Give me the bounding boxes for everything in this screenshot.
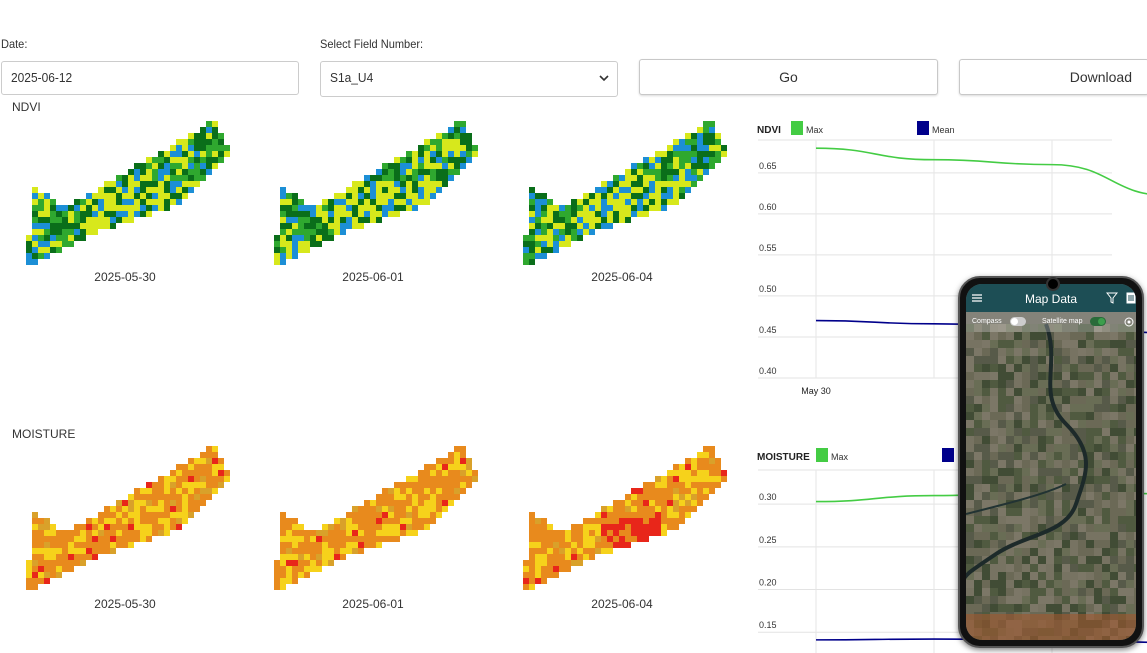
camera-notch: [1046, 277, 1060, 291]
moisture-map-1: [26, 446, 230, 590]
y-tick-label: 0.55: [759, 243, 777, 253]
satellite-map-label: Satellite map: [1042, 318, 1083, 325]
satellite-toggle[interactable]: [1090, 317, 1106, 326]
ndvi-section-label: NDVI: [12, 100, 41, 114]
legend-swatch: [917, 121, 929, 135]
menu-icon[interactable]: [972, 293, 982, 303]
go-button[interactable]: Go: [639, 59, 938, 95]
y-tick-label: 0.60: [759, 202, 777, 212]
chart-title: NDVI: [757, 125, 781, 136]
phone-screen: Map Data Compass Satellite map: [966, 284, 1136, 640]
chevron-down-icon: [599, 75, 609, 82]
moisture-map-date-3: 2025-06-04: [591, 597, 653, 611]
ndvi-map-date-1: 2025-05-30: [94, 270, 156, 284]
x-tick-label: May 30: [801, 386, 831, 396]
legend-label: Max: [806, 125, 824, 135]
legend-swatch: [816, 448, 828, 462]
field-number-value: S1a_U4: [330, 70, 374, 85]
moisture-map-date-2: 2025-06-01: [342, 597, 404, 611]
phone-app-title: Map Data: [1024, 292, 1078, 306]
legend-label: Mean: [932, 125, 955, 135]
moisture-map-3: [523, 446, 727, 590]
ndvi-map-3: [523, 121, 727, 265]
phone-mockup: Map Data Compass Satellite map: [958, 276, 1144, 648]
filter-icon[interactable]: [1106, 292, 1118, 304]
y-tick-label: 0.50: [759, 284, 777, 294]
date-label: Date:: [1, 37, 28, 51]
max-series-line: [815, 147, 1147, 195]
y-tick-label: 0.20: [759, 578, 777, 588]
moisture-map-date-1: 2025-05-30: [94, 597, 156, 611]
legend-swatch: [791, 121, 803, 135]
location-icon[interactable]: [1124, 317, 1134, 327]
chart-title: MOISTURE: [757, 452, 810, 463]
field-number-select[interactable]: S1a_U4: [320, 61, 618, 97]
ndvi-map-1: [26, 121, 230, 265]
download-button[interactable]: Download: [959, 59, 1147, 95]
y-tick-label: 0.45: [759, 325, 777, 335]
date-input-value: 2025-06-12: [11, 70, 73, 85]
compass-label: Compass: [972, 318, 1002, 325]
y-tick-label: 0.15: [759, 620, 777, 630]
ndvi-map-2: [274, 121, 478, 265]
date-input[interactable]: 2025-06-12: [1, 61, 299, 95]
y-tick-label: 0.40: [759, 366, 777, 376]
field-number-label: Select Field Number:: [320, 37, 424, 51]
compass-toggle[interactable]: [1010, 317, 1026, 326]
legend-swatch: [942, 448, 954, 462]
y-tick-label: 0.30: [759, 492, 777, 502]
legend-label: Max: [831, 452, 849, 462]
phone-map-toolbar: Compass Satellite map: [966, 312, 1136, 332]
ndvi-map-date-3: 2025-06-04: [591, 270, 653, 284]
moisture-chart: MOISTURE Max 0.15 0.20 0.25 0.30: [757, 448, 1147, 653]
y-tick-label: 0.25: [759, 535, 777, 545]
satellite-map[interactable]: [966, 284, 1136, 640]
moisture-section-label: MOISTURE: [12, 427, 76, 441]
ndvi-map-date-2: 2025-06-01: [342, 270, 404, 284]
moisture-map-2: [274, 446, 478, 590]
list-icon[interactable]: [1126, 292, 1136, 304]
y-tick-label: 0.65: [759, 161, 777, 171]
